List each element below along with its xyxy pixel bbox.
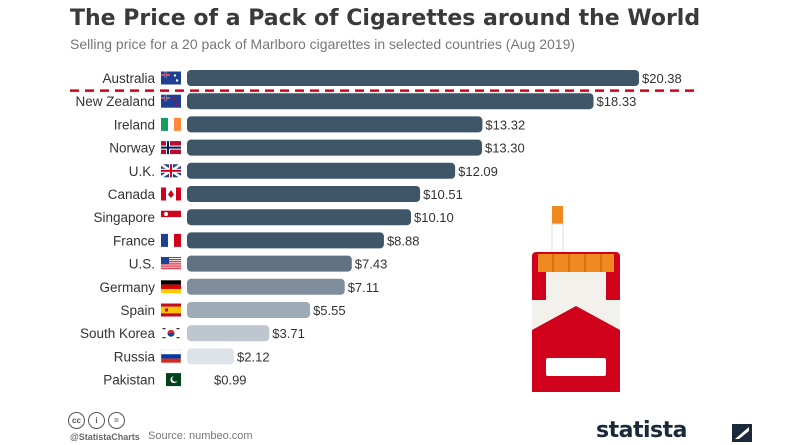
category-label: U.K.: [129, 164, 155, 179]
bar: [187, 255, 352, 272]
source-note: Source: numbeo.com: [148, 430, 253, 442]
bar: [187, 116, 483, 133]
flag-australia-icon: [161, 71, 181, 85]
bar: [187, 302, 311, 318]
bar: [187, 325, 270, 342]
chart-subtitle: Selling price for a 20 pack of Marlboro …: [70, 36, 576, 52]
flag-south-korea-icon: [161, 326, 181, 340]
footer: cc i = @StatistaCharts Source: numbeo.co…: [68, 412, 752, 443]
value-label: $3.71: [272, 326, 305, 341]
bar: [187, 139, 482, 156]
statista-handle[interactable]: @StatistaCharts: [70, 432, 140, 442]
category-label: Ireland: [114, 117, 155, 132]
flag-ireland-icon: [161, 117, 181, 131]
bar: [187, 93, 594, 110]
value-label: $13.32: [485, 117, 525, 132]
value-label: $10.10: [414, 210, 454, 225]
category-label: Norway: [109, 141, 155, 156]
value-label: $13.30: [485, 141, 525, 156]
flag-uk-icon: [160, 163, 182, 179]
value-label: $2.12: [237, 349, 270, 364]
bar: [187, 232, 384, 249]
bar: [187, 209, 412, 226]
category-label: France: [113, 233, 155, 248]
category-label: Spain: [120, 303, 155, 318]
bar-chart: Australia $20.38 New Zealand $18.33 Ireland $…: [70, 70, 700, 392]
flag-new-zealand-icon: [161, 94, 181, 108]
by-icon: i: [88, 412, 105, 429]
flag-singapore-icon: [161, 210, 181, 224]
flag-us-icon: [161, 257, 181, 270]
flag-spain-icon: [161, 303, 181, 317]
category-label: Pakistan: [103, 373, 155, 388]
flag-norway-icon: [161, 141, 181, 155]
value-label: $20.38: [642, 71, 682, 86]
license-icons: cc i =: [68, 412, 125, 429]
category-label: Singapore: [93, 210, 155, 225]
value-label: $7.11: [348, 280, 380, 295]
flag-pakistan-icon: [161, 373, 181, 387]
flag-germany-icon: [161, 280, 181, 294]
value-label: $18.33: [597, 94, 637, 109]
category-label: New Zealand: [75, 94, 155, 109]
flag-france-icon: [161, 233, 181, 247]
bar: [187, 186, 421, 202]
value-label: $5.55: [313, 303, 346, 318]
chart-title: The Price of a Pack of Cigarettes around…: [70, 6, 701, 31]
statista-logo-icon: [732, 424, 752, 442]
bar: [187, 162, 456, 179]
cc-icon: cc: [68, 412, 85, 429]
statista-logo[interactable]: statista: [596, 418, 687, 443]
bar: [187, 70, 639, 86]
category-label: Australia: [102, 71, 155, 86]
value-label: $7.43: [355, 257, 388, 272]
category-label: U.S.: [129, 257, 155, 272]
category-label: Russia: [114, 349, 156, 364]
bar: [187, 348, 235, 365]
nd-icon: =: [108, 412, 125, 429]
value-label: $12.09: [458, 164, 498, 179]
bar: [187, 278, 345, 295]
cigarette-pack-icon: [532, 206, 620, 392]
value-label: $0.99: [214, 373, 247, 388]
flag-canada-icon: [161, 187, 181, 201]
value-label: $10.51: [423, 187, 463, 202]
category-label: South Korea: [80, 326, 156, 341]
flag-russia-icon: [160, 349, 182, 364]
category-label: Germany: [99, 280, 155, 295]
category-label: Canada: [108, 187, 156, 202]
value-label: $8.88: [387, 233, 420, 248]
